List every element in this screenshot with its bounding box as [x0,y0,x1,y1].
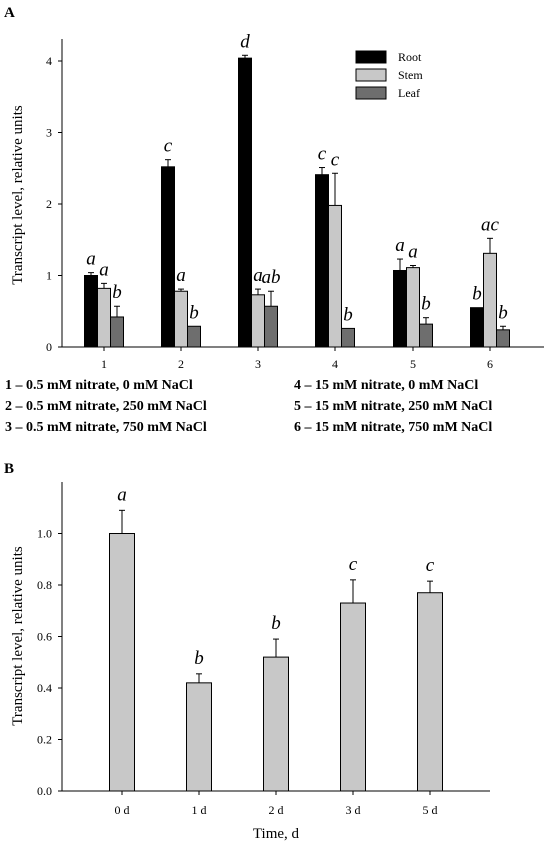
significance-letter: ac [481,214,500,235]
x-tick-label: 3 d [346,803,361,817]
significance-letter: c [349,554,358,575]
y-tick-label: 0.8 [37,578,52,592]
footnote-2: 2 – 0.5 mM nitrate, 250 mM NaCl [5,399,207,414]
panel-b-bars: a b b c c [109,484,443,792]
bar-stem [328,204,342,348]
bar-stem [483,252,497,348]
x-tick-label: 2 d [269,803,284,817]
y-tick-label: 0.2 [37,733,52,747]
panel-a-x-ticks: 1 2 3 4 5 6 [101,347,493,371]
y-tick-label: 2 [46,197,52,211]
bar-leaf [110,316,124,348]
bar-root [161,166,175,348]
legend-swatch-root [355,50,387,64]
y-tick-label: 1 [46,269,52,283]
significance-letter: b [271,613,281,634]
significance-letter: a [408,241,418,262]
significance-letter: ab [262,267,281,288]
x-tick-label: 5 [410,357,416,371]
bar-root [315,174,329,348]
bar-stem [251,294,265,348]
panel-b-letter: B [4,461,14,477]
bar-stem [174,290,188,348]
x-tick-label: 6 [487,357,493,371]
panel-a-y-axis-title: Transcript level, relative units [10,105,26,285]
footnote-6: 6 – 15 mM nitrate, 750 mM NaCl [294,420,492,435]
legend-label-leaf: Leaf [398,86,420,100]
bar [263,656,289,792]
significance-letter: b [498,302,508,323]
bar [109,533,135,792]
significance-letter: b [189,302,199,323]
panel-b-x-axis-title: Time, d [253,826,300,842]
footnote-1: 1 – 0.5 mM nitrate, 0 mM NaCl [5,378,193,393]
legend-swatch-leaf [355,86,387,100]
y-tick-label: 1.0 [37,527,52,541]
y-tick-label: 0 [46,340,52,354]
x-tick-label: 4 [332,357,338,371]
significance-letter: b [343,304,353,325]
significance-letter: a [253,265,263,286]
y-tick-label: 3 [46,126,52,140]
footnote-5: 5 – 15 mM nitrate, 250 mM NaCl [294,399,492,414]
legend-swatch-stem [355,68,387,82]
panel-a-legend: Root Stem Leaf [355,50,423,100]
significance-letter: a [86,249,96,270]
bar [417,592,443,792]
bar-leaf [419,323,433,348]
x-tick-label: 5 d [423,803,438,817]
y-tick-label: 0.6 [37,630,52,644]
bar [340,602,366,792]
panel-b-x-ticks: 0 d 1 d 2 d 3 d 5 d [115,791,438,817]
significance-letter: c [164,136,173,157]
significance-letter: c [331,149,340,170]
bar-leaf [187,325,201,348]
significance-letter: c [426,555,435,576]
x-tick-label: 1 [101,357,107,371]
y-tick-label: 4 [46,54,52,68]
bar-stem [406,267,420,348]
y-tick-label: 0.0 [37,784,52,798]
bar-stem [97,287,111,348]
bar-leaf [496,329,510,348]
bar-leaf [341,327,355,348]
legend-label-stem: Stem [398,68,423,82]
significance-letter: b [472,284,482,305]
x-tick-label: 2 [178,357,184,371]
panel-a-footnotes: 1 – 0.5 mM nitrate, 0 mM NaCl 4 – 15 mM … [5,378,492,435]
significance-letter: a [176,265,186,286]
significance-letter: a [99,259,109,280]
footnote-3: 3 – 0.5 mM nitrate, 750 mM NaCl [5,420,207,435]
legend-label-root: Root [398,50,422,64]
significance-letter: a [395,235,405,256]
footnote-4: 4 – 15 mM nitrate, 0 mM NaCl [294,378,478,393]
bar [186,682,212,792]
bar-root [238,57,252,348]
x-tick-label: 0 d [115,803,130,817]
significance-letter: d [240,31,250,52]
panel-a-y-ticks: 0 1 2 3 4 [46,54,62,354]
significance-letter: c [318,144,327,165]
panel-b-chart: B Transcript level, relative units 0.00.… [4,461,490,842]
y-tick-label: 0.4 [37,681,52,695]
bar-root [470,307,484,348]
bar-leaf [264,305,278,348]
panel-b-y-ticks: 0.0 0.2 0.4 0.6 0.8 1.0 [37,527,62,798]
significance-letter: b [194,648,204,669]
panel-a-chart: A Transcript level, relative units 0 1 2 3 4… [4,5,544,435]
panel-b-y-axis-title: Transcript level, relative units [10,546,26,726]
bar-root [393,269,407,348]
significance-letter: a [117,484,127,505]
panel-a-letter: A [4,5,15,21]
x-tick-label: 3 [255,357,261,371]
bar-root [84,275,98,348]
x-tick-label: 1 d [192,803,207,817]
significance-letter: b [421,294,431,315]
significance-letter: b [112,282,122,303]
